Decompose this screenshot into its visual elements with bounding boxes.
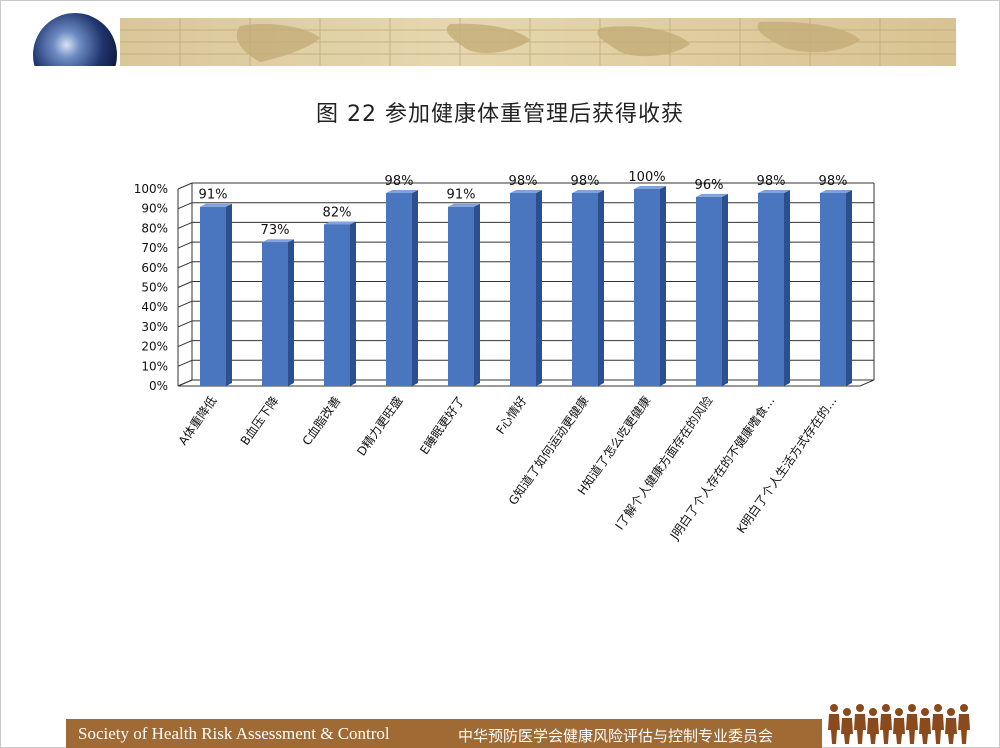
gridline-side bbox=[177, 241, 193, 249]
bar bbox=[386, 189, 418, 386]
chart-title: 图 22 参加健康体重管理后获得收获 bbox=[316, 102, 684, 127]
world-map-banner bbox=[120, 18, 956, 66]
data-label: 82% bbox=[323, 205, 352, 220]
y-tick-label: 70% bbox=[141, 241, 168, 255]
x-tick-label: C血脂改善 bbox=[299, 393, 344, 448]
data-label: 98% bbox=[571, 174, 600, 189]
data-label: 91% bbox=[447, 188, 476, 203]
data-label: 98% bbox=[385, 174, 414, 189]
y-tick-label: 0% bbox=[149, 379, 168, 393]
x-tick-label: B血压下降 bbox=[238, 394, 282, 448]
bar bbox=[820, 189, 852, 386]
footer-english: Society of Health Risk Assessment & Cont… bbox=[78, 724, 390, 743]
gridline-side bbox=[177, 340, 193, 348]
data-label: 91% bbox=[199, 188, 228, 203]
bar bbox=[262, 239, 294, 386]
bar bbox=[324, 221, 356, 386]
x-tick-label: A体重降低 bbox=[176, 394, 220, 448]
y-tick-label: 90% bbox=[141, 202, 168, 216]
chart-floor bbox=[177, 379, 875, 387]
bar bbox=[200, 203, 232, 386]
x-tick-label: F心情好 bbox=[493, 394, 529, 437]
x-tick-label: K明白了个人生活方式存在的… bbox=[733, 393, 839, 536]
data-label: 73% bbox=[261, 223, 290, 238]
logo-mask bbox=[20, 66, 140, 106]
data-label: 100% bbox=[628, 170, 665, 185]
y-axis-ticks: 0% 10% 20% 30% 40% 50% 60% 70% 80% 90% 100% bbox=[134, 182, 168, 393]
bar bbox=[448, 203, 480, 386]
bar bbox=[696, 193, 728, 386]
data-label: 98% bbox=[757, 174, 786, 189]
gridline-side bbox=[177, 221, 193, 229]
x-axis-labels: A体重降低 B血压下降 C血脂改善 D精力更旺盛 E睡眠更好了 F心情好G知道了如何运动更… bbox=[176, 393, 840, 543]
bar-chart: 0% 10% 20% 30% 40% 50% 60% 70% 80% 90% 100% 91% 73%… bbox=[134, 170, 875, 543]
y-tick-label: 10% bbox=[141, 359, 168, 373]
chart-data-labels: 91% 73% 82% 98% 91% 98% 98% 100% 96% 98% 98% bbox=[199, 170, 848, 238]
y-tick-label: 60% bbox=[141, 261, 168, 275]
y-tick-label: 30% bbox=[141, 320, 168, 334]
data-label: 98% bbox=[819, 174, 848, 189]
y-tick-label: 50% bbox=[141, 281, 168, 295]
y-tick-label: 40% bbox=[141, 300, 168, 314]
gridline-side bbox=[177, 261, 193, 269]
gridline-side bbox=[177, 281, 193, 288]
gridline-side bbox=[177, 182, 193, 190]
x-tick-label: D精力更旺盛 bbox=[353, 393, 405, 458]
bar bbox=[572, 189, 604, 386]
gridline-side bbox=[177, 320, 193, 328]
y-tick-label: 80% bbox=[141, 221, 168, 235]
bar bbox=[758, 189, 790, 386]
gridline-side bbox=[177, 300, 193, 308]
x-tick-label: E睡眠更好了 bbox=[417, 394, 467, 457]
footer-chinese: 中华预防医学会健康风险评估与控制专业委员会 bbox=[458, 727, 774, 745]
bar bbox=[510, 189, 542, 386]
x-tick-label: J明白了个人存在的不健康嗜食… bbox=[666, 393, 777, 543]
chart-bars bbox=[200, 186, 852, 386]
footer-bar: Society of Health Risk Assessment & Cont… bbox=[66, 719, 822, 748]
data-label: 96% bbox=[695, 178, 724, 193]
world-map-icon bbox=[120, 18, 956, 66]
y-tick-label: 100% bbox=[134, 182, 168, 196]
y-tick-label: 20% bbox=[141, 340, 168, 354]
gridline-side bbox=[177, 202, 193, 210]
people-group-icon bbox=[828, 704, 970, 744]
gridline-side bbox=[177, 359, 193, 367]
data-label: 98% bbox=[509, 174, 538, 189]
bar bbox=[634, 186, 666, 386]
